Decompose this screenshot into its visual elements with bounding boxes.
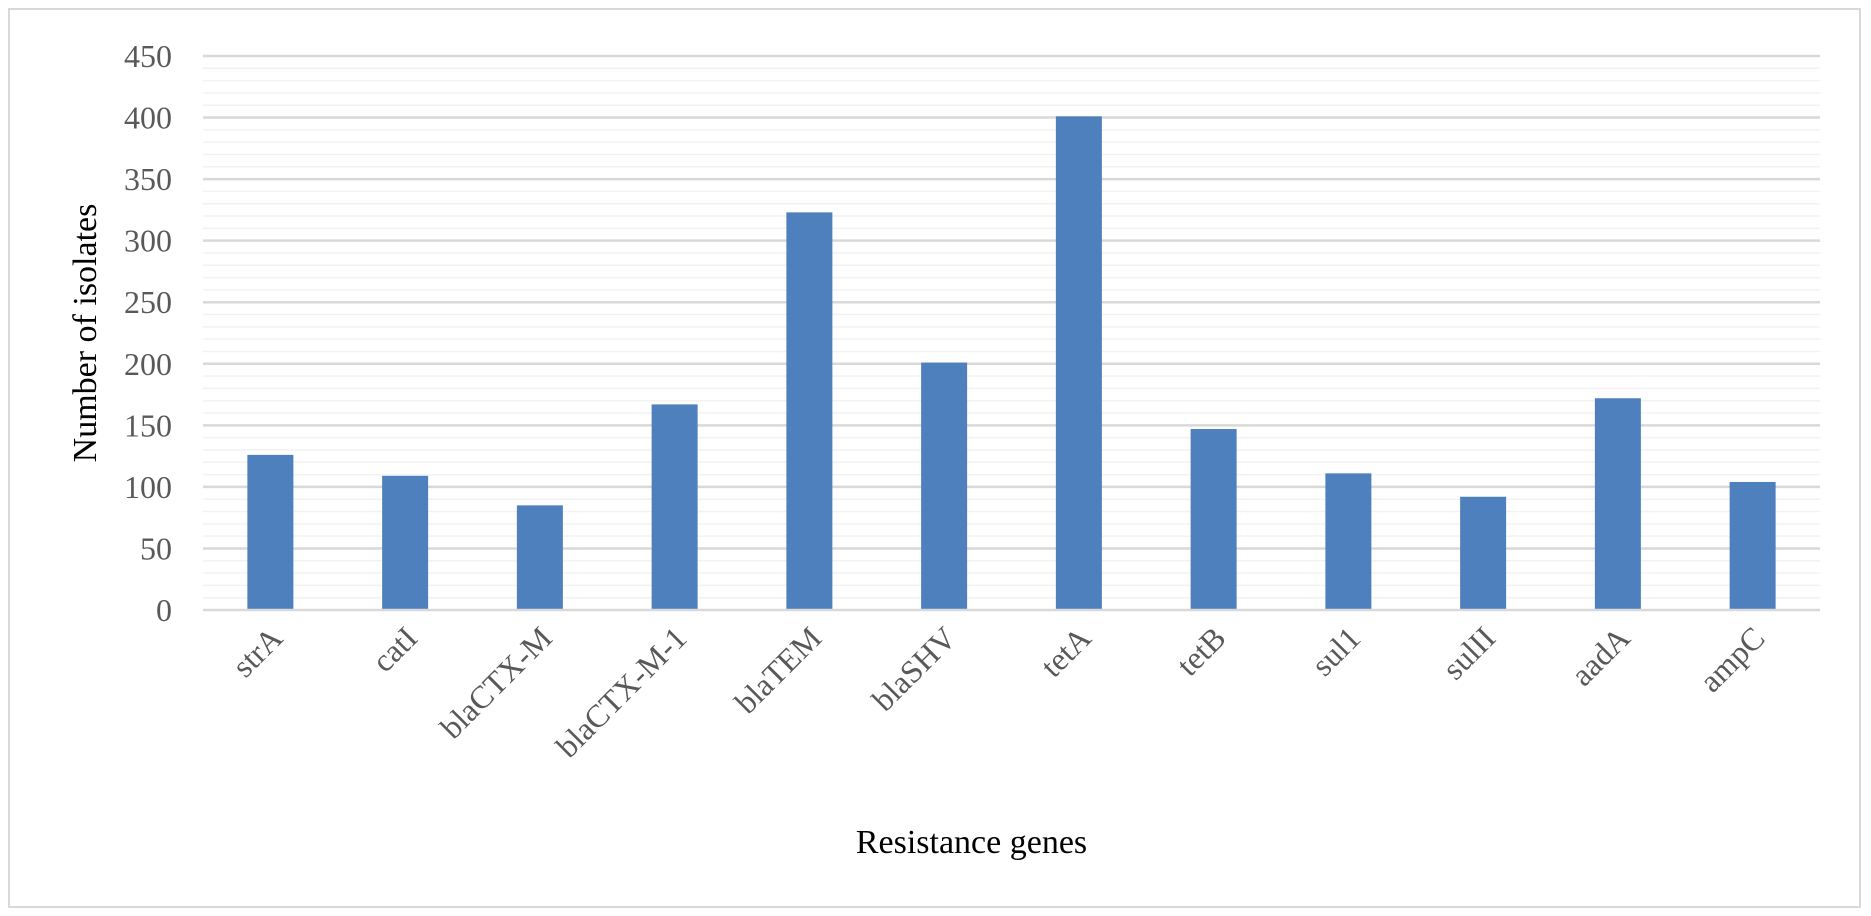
bar-ampC (1729, 481, 1776, 610)
x-axis-title: Resistance genes (856, 824, 1087, 861)
x-tick-label: aadA (1564, 619, 1637, 692)
grid-lines (203, 54, 1820, 599)
y-tick-label: 350 (124, 161, 172, 197)
x-tick-label: blaSHV (865, 619, 963, 717)
bar-catI (382, 475, 429, 610)
bar-blaCTX-M (516, 505, 563, 610)
x-tick-label: blaCTX-M (433, 619, 559, 745)
y-tick-label: 200 (124, 346, 172, 382)
y-tick-label: 250 (124, 284, 172, 320)
bars (247, 116, 1776, 610)
y-tick-label: 100 (124, 469, 172, 505)
x-tick-label: tetB (1169, 619, 1232, 682)
bar-tetB (1190, 429, 1237, 610)
bar-strA (247, 454, 294, 610)
y-tick-label: 400 (124, 100, 172, 136)
y-axis-ticks: 0 50 100 150 200 250 300 350 400 450 (124, 38, 172, 628)
x-tick-label: sulII (1435, 619, 1502, 686)
x-tick-label: sul1 (1304, 619, 1367, 682)
x-tick-label: blaCTX-M-1 (549, 619, 694, 764)
bar-blaCTX-M-1 (651, 404, 698, 610)
y-tick-label: 150 (124, 407, 172, 443)
x-tick-label: catI (365, 619, 424, 678)
bar-sulII (1460, 496, 1507, 610)
x-tick-label: ampC (1692, 619, 1772, 699)
y-tick-label: 450 (124, 38, 172, 74)
bar-tetA (1055, 116, 1102, 610)
y-tick-label: 300 (124, 223, 172, 259)
bar-sul1 (1325, 473, 1372, 610)
x-tick-label: strA (225, 619, 289, 683)
x-tick-label: blaTEM (727, 619, 828, 720)
bar-blaTEM (786, 212, 833, 610)
x-tick-label: tetA (1033, 619, 1097, 683)
y-tick-label: 0 (156, 592, 172, 628)
bar-aadA (1594, 398, 1641, 610)
y-tick-label: 50 (140, 530, 172, 566)
y-axis-title: Number of isolates (67, 204, 104, 463)
bar-blaSHV (921, 362, 968, 610)
